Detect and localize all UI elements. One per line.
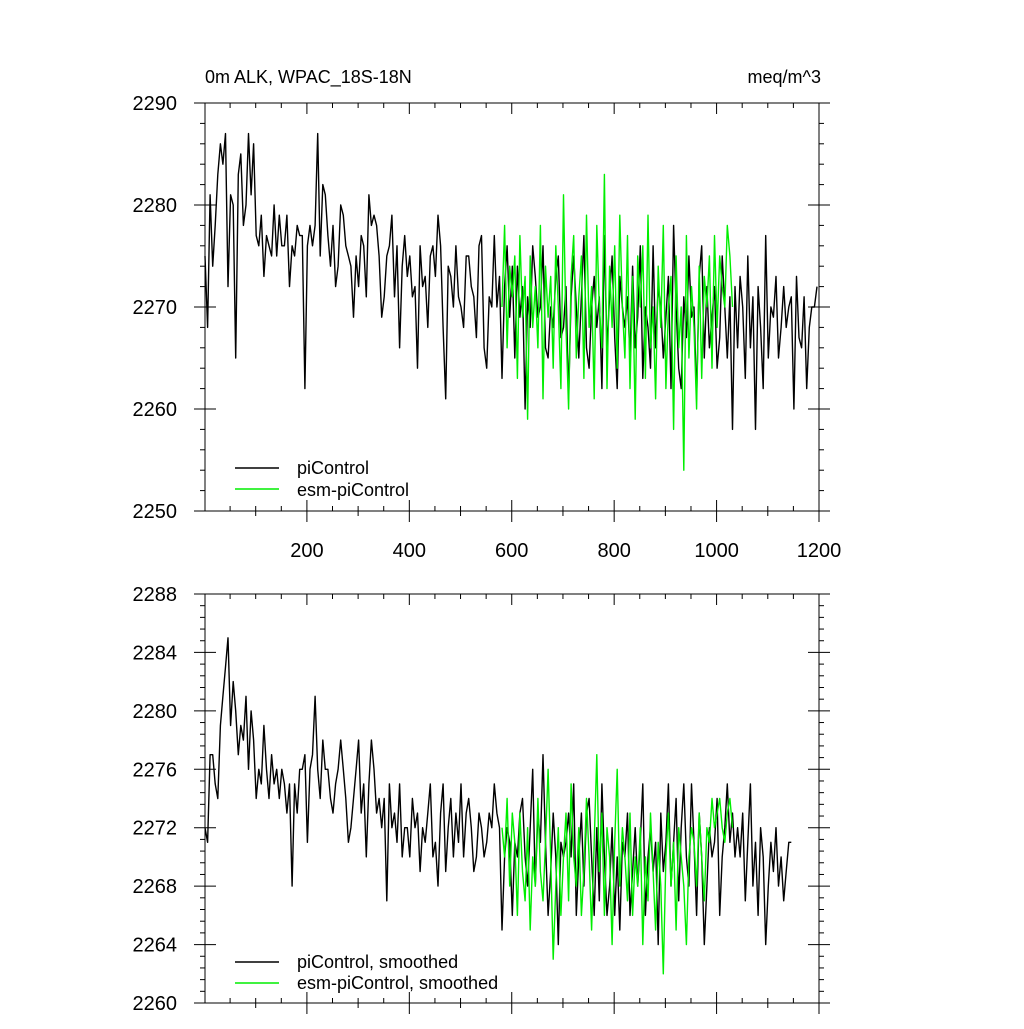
top-series-line-esm-picontrol	[501, 173, 734, 471]
top-axes: 200 400 600 800 1000 1200 2250 2260 2270 2280 2290	[133, 93, 842, 562]
bottom-y-tick-label: 2268	[133, 876, 178, 898]
bottom-legend: piControl, smoothed esm-piControl, smoot…	[235, 952, 498, 993]
top-x-tick-label: 1200	[797, 540, 842, 562]
top-y-tick-label: 2290	[133, 93, 178, 115]
bottom-y-tick-label: 2284	[133, 642, 178, 664]
bottom-y-tick-label: 2272	[133, 818, 178, 840]
bottom-panel: 2260 2264 2268 2272 2276 2280 2284 2288 piContr…	[133, 584, 830, 1015]
bottom-y-tick-label: 2276	[133, 759, 178, 781]
bottom-y-tick-label: 2288	[133, 584, 178, 606]
top-legend: piControl esm-piControl	[235, 458, 409, 500]
top-panel: 0m ALK, WPAC_18S-18N meq/m^3 200 400 600 80…	[133, 67, 842, 562]
top-x-tick-label: 400	[393, 540, 426, 562]
legend-label-esm-picontrol: esm-piControl	[297, 480, 409, 500]
top-y-tick-label: 2270	[133, 297, 178, 319]
top-x-tick-label: 200	[290, 540, 323, 562]
legend-label-picontrol: piControl	[297, 458, 369, 478]
bottom-y-tick-label: 2280	[133, 701, 178, 723]
top-x-tick-label: 1000	[694, 540, 739, 562]
bottom-plot-lines	[204, 637, 792, 975]
top-x-tick-label: 600	[495, 540, 528, 562]
legend-label-esm-picontrol-smoothed: esm-piControl, smoothed	[297, 973, 498, 993]
top-y-tick-label: 2260	[133, 399, 178, 421]
legend-label-picontrol-smoothed: piControl, smoothed	[297, 952, 458, 972]
bottom-series-line-esm-picontrol	[501, 754, 734, 975]
bottom-y-tick-label: 2264	[133, 935, 178, 957]
top-plot-lines	[204, 132, 818, 471]
top-panel-title-right: meq/m^3	[748, 67, 821, 87]
top-panel-title-left: 0m ALK, WPAC_18S-18N	[205, 67, 412, 88]
bottom-y-tick-label: 2260	[133, 993, 178, 1015]
top-series-line-picontrol	[204, 132, 818, 431]
bottom-series-line-picontrol	[204, 637, 792, 946]
top-x-tick-label: 800	[597, 540, 630, 562]
top-y-tick-label: 2250	[133, 501, 178, 523]
bottom-axes: 2260 2264 2268 2272 2276 2280 2284 2288	[133, 584, 830, 1015]
top-y-tick-label: 2280	[133, 195, 178, 217]
